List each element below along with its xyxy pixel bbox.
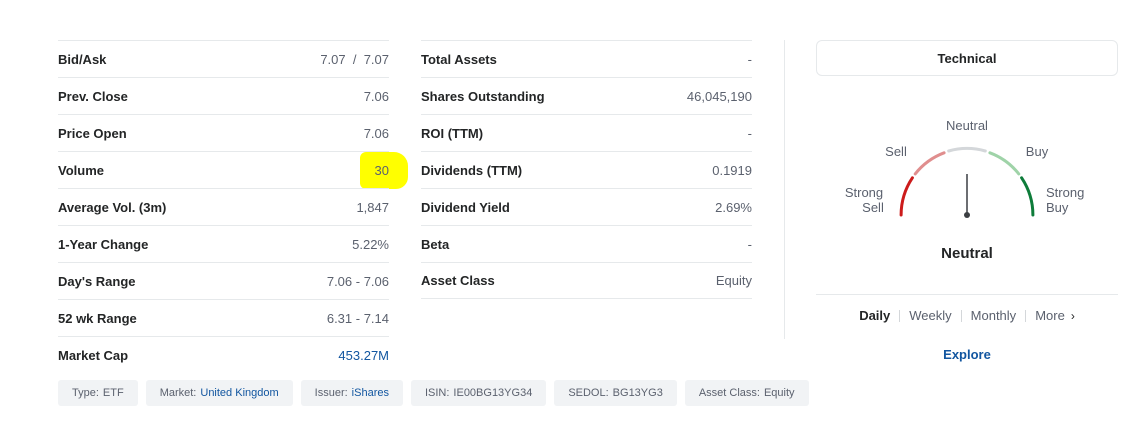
gauge-label-sell: Sell	[885, 144, 907, 159]
row-label: Dividend Yield	[421, 199, 510, 215]
row-label: ROI (TTM)	[421, 125, 484, 141]
row-label: Dividends (TTM)	[421, 162, 523, 178]
table-row-52wk-range: 52 wk Range 6.31 - 7.14	[58, 299, 389, 336]
period-selector: Daily Weekly Monthly More ›	[816, 308, 1118, 323]
chip-key: Issuer:	[314, 387, 348, 399]
row-label: 1-Year Change	[58, 236, 149, 252]
column-divider	[784, 40, 785, 339]
issuer-link[interactable]: iShares	[351, 387, 389, 399]
row-value: 2.69%	[715, 199, 752, 215]
row-label: Market Cap	[58, 347, 129, 363]
table-row-market-cap: Market Cap 453.27M	[58, 336, 389, 373]
gauge-arc-strong-sell	[899, 176, 914, 217]
row-value: 7.06 - 7.06	[326, 273, 389, 289]
chip-isin: ISIN: IE00BG13YG34	[410, 380, 547, 406]
row-value: Equity	[715, 273, 752, 288]
row-value: 1,847	[356, 199, 389, 215]
gauge-needle-pivot	[964, 212, 970, 218]
table-row-dividend-yield: Dividend Yield 2.69%	[421, 188, 752, 225]
table-row-roi: ROI (TTM) -	[421, 114, 752, 151]
table-row-days-range: Day's Range 7.06 - 7.06	[58, 262, 389, 299]
table-row-dividends: Dividends (TTM) 0.1919	[421, 151, 752, 188]
chip-value: IE00BG13YG34	[453, 387, 533, 399]
technical-gauge: Strong Sell Sell Neutral Buy Strong Buy	[816, 100, 1118, 230]
row-value: 7.06	[363, 88, 389, 104]
gauge-label-strong-buy: Strong Buy	[1046, 185, 1085, 215]
chip-issuer: Issuer: iShares	[300, 380, 403, 406]
period-tab-daily[interactable]: Daily	[859, 308, 891, 323]
gauge-arc-strong-buy	[1020, 176, 1035, 217]
row-value: 46,045,190	[686, 88, 752, 104]
row-value: 7.06	[363, 125, 389, 141]
period-tab-monthly[interactable]: Monthly	[960, 309, 1026, 322]
period-more-label: More	[1035, 308, 1065, 323]
period-more-button[interactable]: More ›	[1025, 308, 1084, 323]
gauge-arc-buy	[988, 151, 1021, 176]
market-link[interactable]: United Kingdom	[200, 387, 279, 399]
row-label: Prev. Close	[58, 88, 128, 104]
instrument-info-chips: Type: ETF Market: United Kingdom Issuer:…	[58, 380, 809, 406]
table-row-beta: Beta -	[421, 225, 752, 262]
market-cap-link[interactable]: 453.27M	[338, 347, 389, 363]
table-row-shares-outstanding: Shares Outstanding 46,045,190	[421, 77, 752, 114]
chip-asset-class: Asset Class: Equity	[684, 380, 809, 406]
row-value: -	[747, 125, 752, 141]
period-tab-weekly[interactable]: Weekly	[899, 309, 960, 322]
gauge-label-neutral: Neutral	[946, 118, 988, 133]
row-label: Bid/Ask	[58, 51, 107, 67]
chevron-right-icon: ›	[1070, 309, 1075, 323]
chip-key: ISIN:	[424, 387, 450, 399]
table-row-price-open: Price Open 7.06	[58, 114, 389, 151]
gauge-label-buy: Buy	[1025, 144, 1049, 159]
row-label: Average Vol. (3m)	[58, 199, 167, 215]
row-label: Total Assets	[421, 51, 497, 67]
chip-market: Market: United Kingdom	[145, 380, 293, 406]
chip-value: BG13YG3	[612, 387, 663, 399]
table-row-average-volume: Average Vol. (3m) 1,847	[58, 188, 389, 225]
gauge-svg	[899, 146, 1035, 218]
technical-summary: Neutral	[941, 245, 993, 262]
volume-highlight-marker	[360, 152, 408, 189]
row-label: Volume	[58, 162, 104, 178]
table-row-total-assets: Total Assets -	[421, 40, 752, 77]
row-value: -	[747, 236, 752, 252]
chip-key: Market:	[159, 387, 197, 399]
chip-type: Type: ETF	[58, 380, 138, 406]
explore-link[interactable]: Explore	[943, 347, 991, 362]
row-value: -	[747, 51, 752, 67]
chip-sedol: SEDOL: BG13YG3	[554, 380, 677, 406]
chip-key: Type:	[72, 387, 99, 399]
table-row-prev-close: Prev. Close 7.06	[58, 77, 389, 114]
chip-value: Equity	[763, 387, 795, 399]
row-label: Day's Range	[58, 273, 136, 289]
chip-key: Asset Class:	[698, 387, 760, 399]
row-value: 6.31 - 7.14	[326, 310, 389, 326]
table-row-bid-ask: Bid/Ask 7.07 / 7.07	[58, 40, 389, 77]
gauge-arc-sell	[913, 151, 946, 176]
row-label: 52 wk Range	[58, 310, 137, 326]
row-value: 0.1919	[712, 162, 752, 178]
table-row-volume: Volume 30	[58, 151, 389, 188]
technical-header: Technical	[816, 40, 1118, 76]
row-label: Shares Outstanding	[421, 88, 545, 104]
row-label: Price Open	[58, 125, 127, 141]
gauge-arc-neutral	[947, 146, 987, 153]
quote-stats-table-right: Total Assets - Shares Outstanding 46,045…	[421, 40, 752, 299]
row-label: Asset Class	[421, 273, 495, 288]
row-value: 5.22%	[352, 236, 389, 252]
table-row-1-year-change: 1-Year Change 5.22%	[58, 225, 389, 262]
table-row-asset-class: Asset Class Equity	[421, 262, 752, 299]
row-label: Beta	[421, 236, 450, 252]
gauge-label-strong-sell: Strong Sell	[844, 185, 884, 215]
row-value: 30	[374, 162, 389, 178]
chip-value: ETF	[102, 387, 124, 399]
chip-key: SEDOL:	[568, 387, 609, 399]
row-value: 7.07 / 7.07	[320, 51, 389, 67]
technical-divider	[816, 294, 1118, 295]
quote-stats-table-left: Bid/Ask 7.07 / 7.07 Prev. Close 7.06 Pri…	[58, 40, 389, 373]
